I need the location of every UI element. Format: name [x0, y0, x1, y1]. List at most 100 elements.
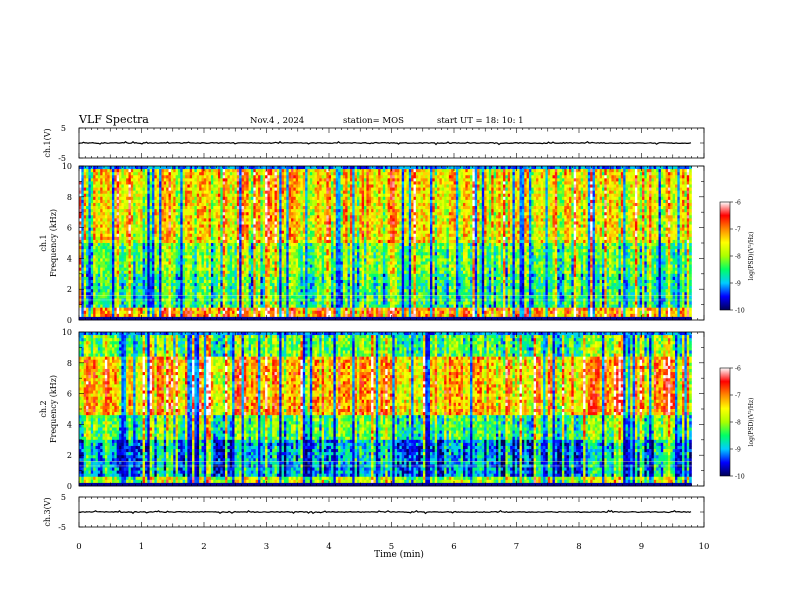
- spectrogram-cell: [112, 246, 115, 249]
- spectrogram-cell: [98, 197, 101, 200]
- spectrogram-cell: [112, 212, 115, 215]
- spectrogram-cell: [136, 200, 139, 203]
- spectrogram-cell: [86, 249, 89, 252]
- spectrogram-cell: [121, 243, 124, 246]
- spectrogram-cell: [133, 314, 136, 317]
- spectrogram-cell: [140, 246, 143, 249]
- spectrogram-cell: [103, 274, 106, 277]
- spectrogram-cell: [110, 255, 113, 258]
- spectrogram-cell: [143, 194, 146, 197]
- spectrogram-cell: [126, 188, 129, 191]
- spectrogram-cell: [86, 221, 89, 224]
- spectrogram-cell: [143, 191, 146, 194]
- spectrogram-cell: [121, 265, 124, 268]
- spectrogram-cell: [91, 314, 94, 317]
- spectrogram-cell: [95, 265, 98, 268]
- spectrogram-cell: [100, 200, 103, 203]
- spectrogram-cell: [114, 240, 117, 243]
- spectrogram-cell: [119, 234, 122, 237]
- spectrogram-cell: [110, 280, 113, 283]
- spectrogram-cell: [121, 308, 124, 311]
- spectrogram-cell: [121, 231, 124, 234]
- spectrogram-cell: [105, 215, 108, 218]
- spectrogram-cell: [124, 265, 127, 268]
- spectrogram-cell: [114, 243, 117, 246]
- spectrogram-cell: [100, 203, 103, 206]
- spectrogram-cell: [136, 188, 139, 191]
- spectrogram-cell: [86, 246, 89, 249]
- spectrogram-cell: [105, 200, 108, 203]
- spectrogram-cell: [86, 271, 89, 274]
- spectrogram-cell: [114, 215, 117, 218]
- spectrogram-cell: [140, 175, 143, 178]
- spectrogram-cell: [147, 268, 150, 271]
- spectrogram-cell: [147, 234, 150, 237]
- spectrogram-cell: [126, 258, 129, 261]
- spectrogram-cell: [143, 289, 146, 292]
- spectrogram-cell: [136, 255, 139, 258]
- spectrogram-cell: [114, 283, 117, 286]
- spectrogram-cell: [112, 225, 115, 228]
- spectrogram-cell: [131, 308, 134, 311]
- spectrogram-cell: [143, 249, 146, 252]
- spectrogram-cell: [140, 228, 143, 231]
- spectrogram-cell: [88, 246, 91, 249]
- spectrogram-cell: [117, 228, 120, 231]
- spectrogram-cell: [138, 274, 141, 277]
- spectrogram-cell: [128, 172, 131, 175]
- spectrogram-cell: [136, 280, 139, 283]
- spectrogram-cell: [86, 234, 89, 237]
- spectrogram-cell: [140, 295, 143, 298]
- spectrogram-cell: [145, 268, 148, 271]
- spectrogram-cell: [119, 166, 122, 169]
- spectrogram-cell: [103, 283, 106, 286]
- spectrogram-cell: [124, 166, 127, 169]
- spectrogram-cell: [131, 302, 134, 305]
- spectrogram-cell: [81, 249, 84, 252]
- spectrogram-cell: [119, 191, 122, 194]
- spectrogram-cell: [136, 289, 139, 292]
- spectrogram-cell: [121, 289, 124, 292]
- spectrogram-cell: [126, 228, 129, 231]
- spectrogram-cell: [107, 181, 110, 184]
- spectrogram-cell: [119, 197, 122, 200]
- spectrogram-cell: [103, 240, 106, 243]
- spectrogram-cell: [112, 271, 115, 274]
- spectrogram-cell: [98, 228, 101, 231]
- spectrogram-cell: [124, 258, 127, 261]
- spectrogram-cell: [105, 246, 108, 249]
- spectrogram-cell: [107, 295, 110, 298]
- spectrogram-cell: [110, 277, 113, 280]
- spectrogram-cell: [121, 172, 124, 175]
- spectrogram-cell: [84, 311, 87, 314]
- spectrogram-cell: [138, 280, 141, 283]
- spectrogram-cell: [138, 265, 141, 268]
- spectrogram-cell: [138, 188, 141, 191]
- spectrogram-cell: [107, 308, 110, 311]
- spectrogram-cell: [98, 302, 101, 305]
- spectrogram-cell: [91, 197, 94, 200]
- spectrogram-cell: [131, 234, 134, 237]
- spectrogram-cell: [95, 218, 98, 221]
- ch1-voltage-trace: [79, 142, 691, 145]
- spectrogram-cell: [105, 289, 108, 292]
- spectrogram-cell: [84, 200, 87, 203]
- spectrogram-cell: [93, 166, 96, 169]
- spectrogram-cell: [88, 228, 91, 231]
- spectrogram-cell: [143, 188, 146, 191]
- spectrogram-cell: [95, 194, 98, 197]
- spectrogram-cell: [121, 258, 124, 261]
- spectrogram-cell: [103, 277, 106, 280]
- spectrogram-cell: [121, 175, 124, 178]
- spectrogram-cell: [112, 289, 115, 292]
- spectrogram-cell: [128, 261, 131, 264]
- spectrogram-cell: [86, 265, 89, 268]
- spectrogram-cell: [145, 200, 148, 203]
- spectrogram-cell: [100, 246, 103, 249]
- spectrogram-cell: [136, 302, 139, 305]
- spectrogram-cell: [103, 308, 106, 311]
- spectrogram-cell: [105, 261, 108, 264]
- spectrogram-cell: [128, 215, 131, 218]
- spectrogram-cell: [119, 172, 122, 175]
- spectrogram-cell: [88, 258, 91, 261]
